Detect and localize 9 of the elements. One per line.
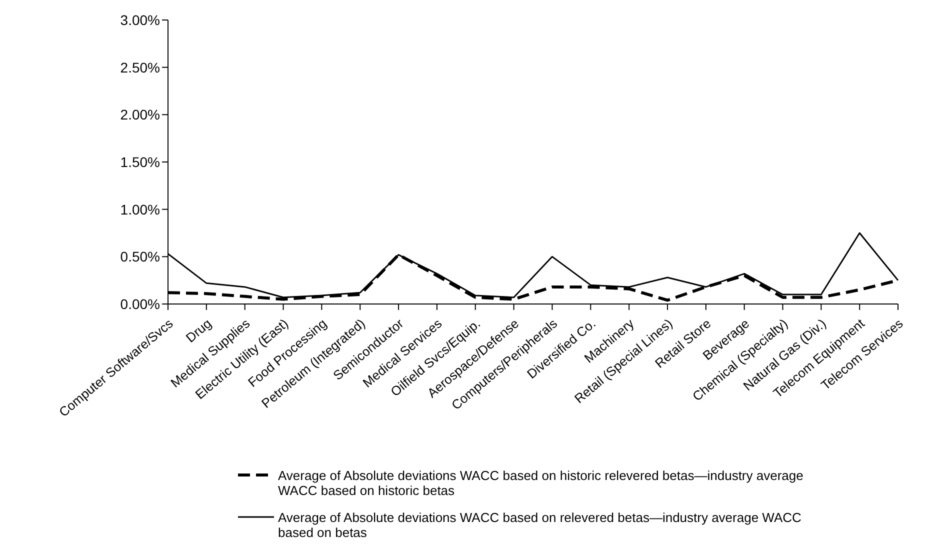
- y-tick-label: 3.00%: [120, 12, 160, 28]
- y-tick-label: 1.00%: [120, 201, 160, 218]
- y-tick-label: 0.00%: [120, 296, 160, 312]
- y-tick-label: 2.50%: [120, 59, 160, 76]
- legend-label: Average of Absolute deviations WACC based on historic relevered betas—industry average WACC based on historic betas: [278, 468, 804, 498]
- y-tick-label: 2.00%: [120, 106, 160, 123]
- y-tick-label: 1.50%: [120, 154, 160, 170]
- legend-label: Average of Absolute deviations WACC based on relevered betas—industry average WACC based on betas: [278, 510, 802, 540]
- y-tick-label: 0.50%: [120, 248, 160, 265]
